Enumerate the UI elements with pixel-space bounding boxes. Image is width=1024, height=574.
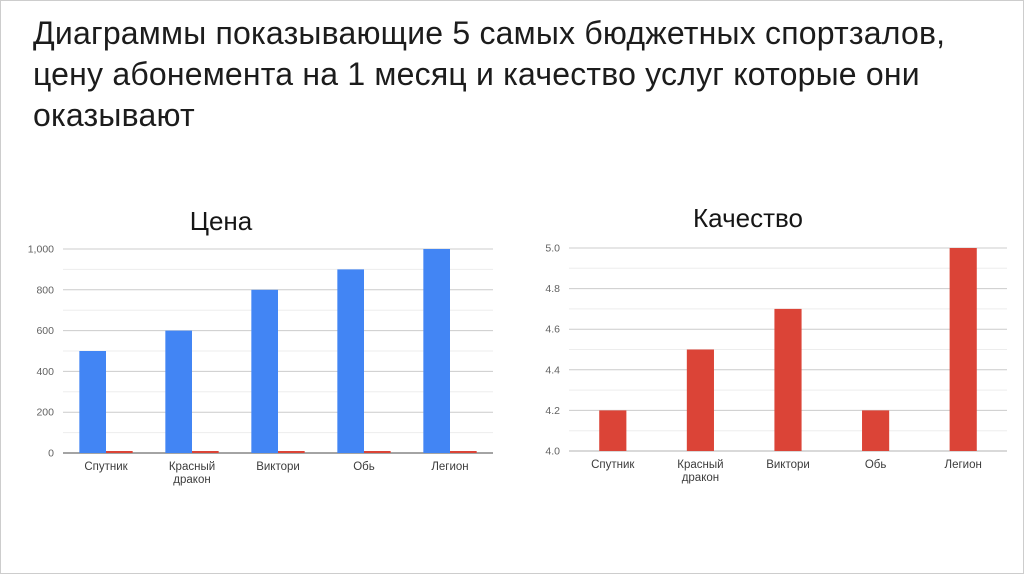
svg-text:4.4: 4.4	[545, 364, 560, 376]
svg-text:0: 0	[48, 448, 54, 460]
svg-text:дракон: дракон	[173, 474, 210, 486]
svg-text:4.6: 4.6	[545, 324, 560, 336]
slide-heading-line: оказывают	[33, 97, 195, 133]
svg-text:800: 800	[36, 284, 54, 296]
svg-text:200: 200	[36, 407, 54, 419]
svg-text:Легион: Легион	[431, 461, 468, 473]
svg-text:Виктори: Виктори	[766, 459, 810, 471]
svg-text:4.8: 4.8	[545, 283, 560, 295]
svg-text:1,000: 1,000	[28, 244, 54, 256]
svg-text:Красный: Красный	[169, 461, 215, 473]
slide-heading-line: Диаграммы показывающие 5 самых бюджетных…	[33, 15, 946, 51]
slide-heading-line: цену абонемента на 1 месяц и качество ус…	[33, 56, 920, 92]
svg-text:Обь: Обь	[865, 459, 887, 471]
svg-text:Красный: Красный	[677, 459, 723, 471]
svg-text:600: 600	[36, 325, 54, 337]
svg-text:Спутник: Спутник	[84, 461, 128, 473]
svg-text:4.2: 4.2	[545, 405, 560, 417]
svg-text:Легион: Легион	[945, 459, 982, 471]
slide-heading: Диаграммы показывающие 5 самых бюджетных…	[33, 13, 993, 136]
svg-text:Цена: Цена	[190, 206, 253, 236]
svg-text:400: 400	[36, 366, 54, 378]
svg-text:4.0: 4.0	[545, 446, 560, 458]
svg-text:Виктори: Виктори	[256, 461, 300, 473]
svg-text:5.0: 5.0	[545, 243, 560, 255]
svg-text:Качество: Качество	[693, 203, 803, 233]
svg-text:Спутник: Спутник	[591, 459, 635, 471]
svg-text:дракон: дракон	[682, 472, 719, 484]
svg-text:Обь: Обь	[353, 461, 375, 473]
